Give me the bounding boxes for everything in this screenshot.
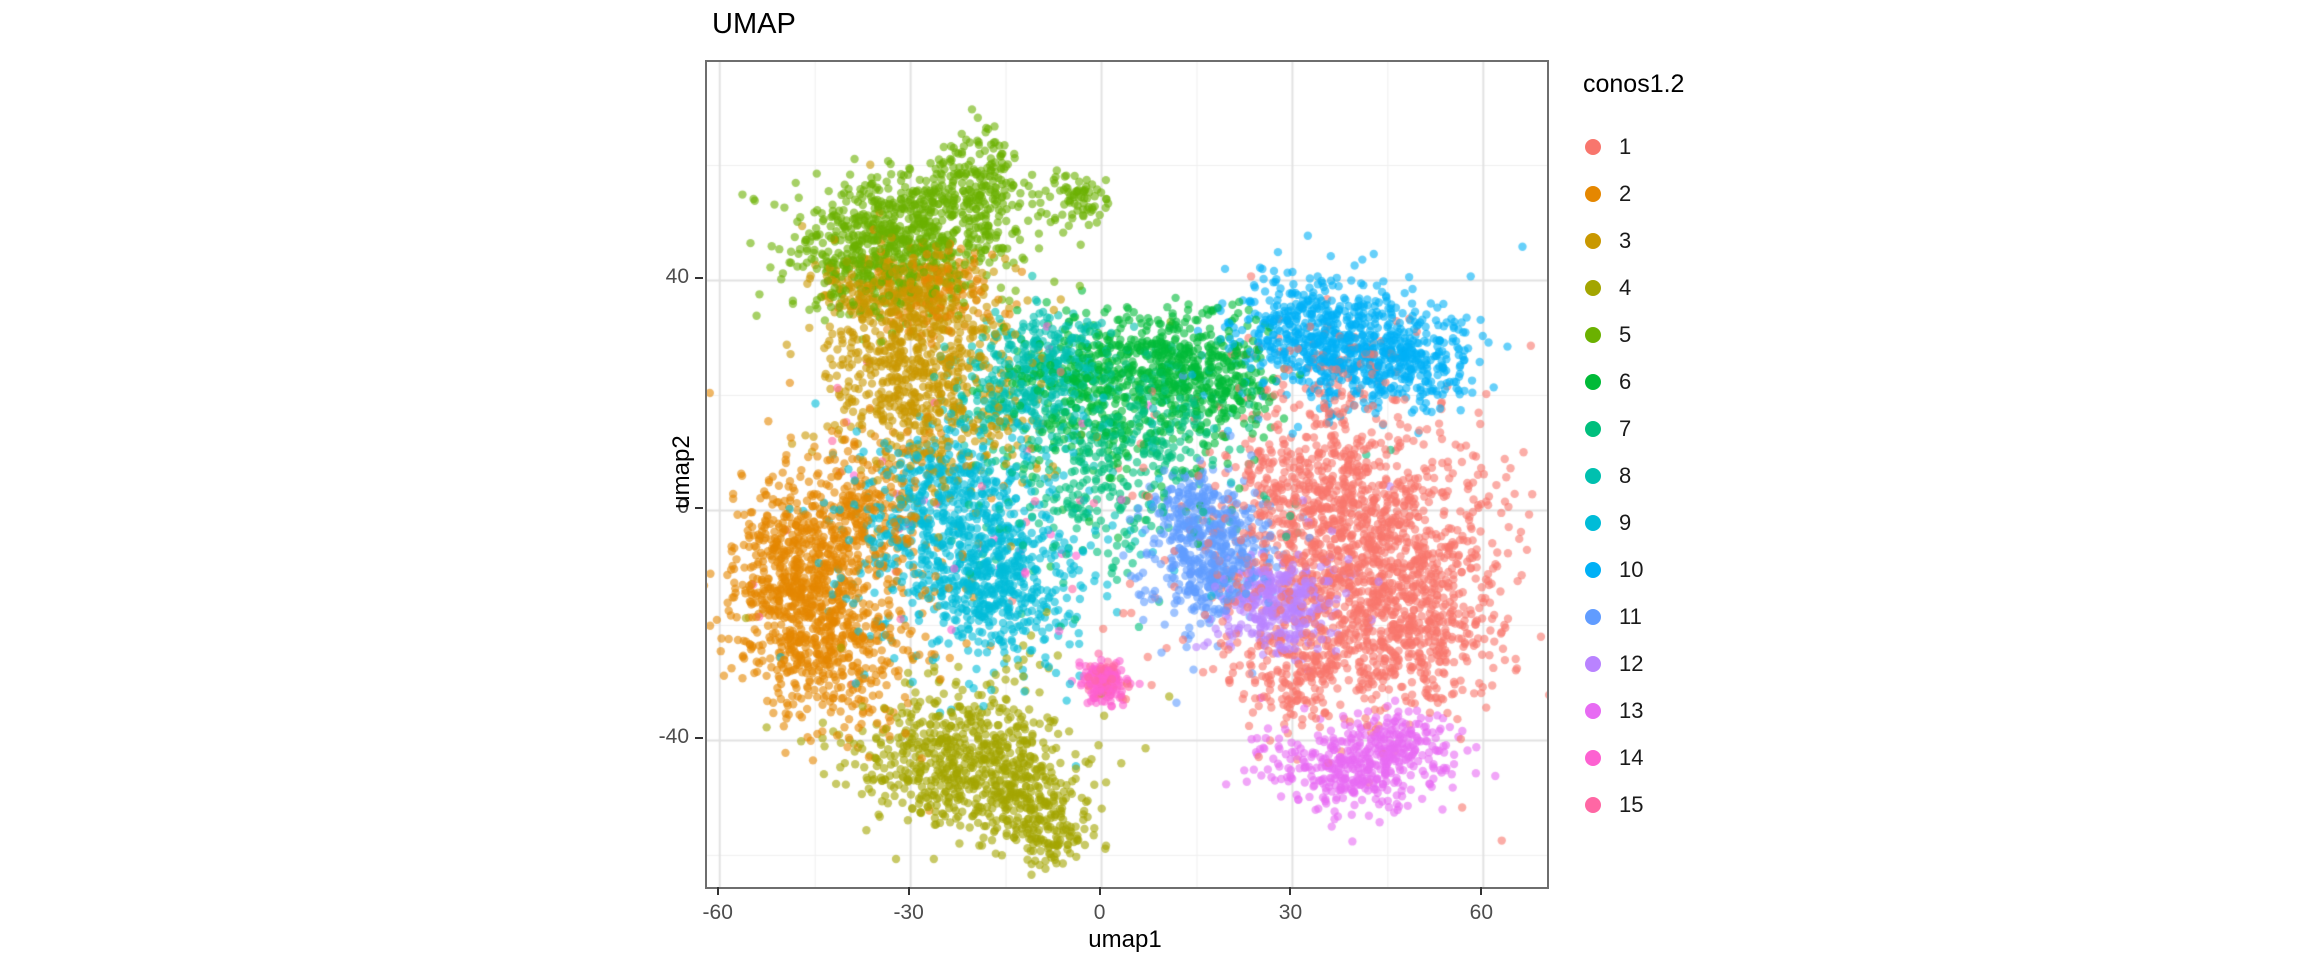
legend-point-icon	[1585, 326, 1601, 343]
x-tick-mark	[1480, 887, 1483, 895]
legend-label: 15	[1619, 791, 1644, 817]
legend-label: 4	[1619, 274, 1632, 300]
legend-point-icon	[1585, 796, 1601, 813]
legend-label: 5	[1619, 321, 1632, 347]
x-axis-title: umap1	[1088, 926, 1162, 953]
y-axis-title: umap2	[668, 435, 695, 509]
y-tick-mark	[695, 737, 703, 740]
x-tick-mark	[716, 887, 719, 895]
legend: conos1.2 1 2 3 4 5 6 7 8 9 10 11 12 13 14 15	[1583, 70, 1684, 828]
x-tick-label: 30	[1278, 901, 1303, 924]
legend-entry: 3	[1583, 217, 1684, 264]
plot-title: UMAP	[712, 8, 796, 40]
legend-point-icon	[1585, 702, 1601, 719]
x-tick-mark	[907, 887, 910, 895]
legend-label: 7	[1619, 415, 1632, 441]
legend-label: 9	[1619, 509, 1632, 535]
y-tick-label: -40	[658, 725, 689, 749]
legend-point-icon	[1585, 420, 1601, 437]
legend-label: 14	[1619, 744, 1644, 770]
legend-point-icon	[1585, 655, 1601, 672]
legend-entry: 2	[1583, 170, 1684, 217]
x-tick-mark	[1289, 887, 1292, 895]
plot-panel	[705, 60, 1549, 889]
x-tick-label: -60	[702, 901, 733, 924]
legend-point-icon	[1585, 185, 1601, 202]
legend-entry: 14	[1583, 734, 1684, 781]
scatter-canvas	[707, 62, 1547, 887]
x-tick-label: 0	[1093, 901, 1106, 924]
legend-entry: 4	[1583, 264, 1684, 311]
legend-point-icon	[1585, 279, 1601, 296]
x-tick-mark	[1098, 887, 1101, 895]
x-tick-label: 60	[1469, 901, 1494, 924]
legend-label: 12	[1619, 650, 1644, 676]
legend-label: 8	[1619, 462, 1632, 488]
legend-label: 3	[1619, 227, 1632, 253]
legend-entry: 5	[1583, 311, 1684, 358]
legend-point-icon	[1585, 749, 1601, 766]
legend-entry: 1	[1583, 123, 1684, 170]
legend-entry: 6	[1583, 358, 1684, 405]
legend-point-icon	[1585, 514, 1601, 531]
legend-label: 13	[1619, 697, 1644, 723]
legend-point-icon	[1585, 138, 1601, 155]
legend-label: 11	[1619, 603, 1642, 629]
legend-label: 6	[1619, 368, 1632, 394]
legend-point-icon	[1585, 467, 1601, 484]
legend-point-icon	[1585, 232, 1601, 249]
legend-entry: 9	[1583, 499, 1684, 546]
y-tick-mark	[695, 277, 703, 280]
legend-entry: 12	[1583, 640, 1684, 687]
legend-entry: 7	[1583, 405, 1684, 452]
legend-entry: 8	[1583, 452, 1684, 499]
legend-entry: 11	[1583, 593, 1684, 640]
legend-entry: 15	[1583, 781, 1684, 828]
y-tick-label: 0	[677, 495, 689, 519]
legend-entry: 13	[1583, 687, 1684, 734]
legend-point-icon	[1585, 373, 1601, 390]
y-tick-label: 40	[665, 265, 689, 289]
legend-entry: 10	[1583, 546, 1684, 593]
legend-entries: 1 2 3 4 5 6 7 8 9 10 11 12 13 14 15	[1583, 123, 1684, 828]
y-tick-mark	[695, 507, 703, 510]
legend-point-icon	[1585, 608, 1601, 625]
legend-label: 2	[1619, 180, 1632, 206]
legend-point-icon	[1585, 561, 1601, 578]
legend-label: 10	[1619, 556, 1644, 582]
legend-label: 1	[1619, 133, 1632, 159]
x-tick-label: -30	[893, 901, 924, 924]
legend-title: conos1.2	[1583, 70, 1685, 98]
